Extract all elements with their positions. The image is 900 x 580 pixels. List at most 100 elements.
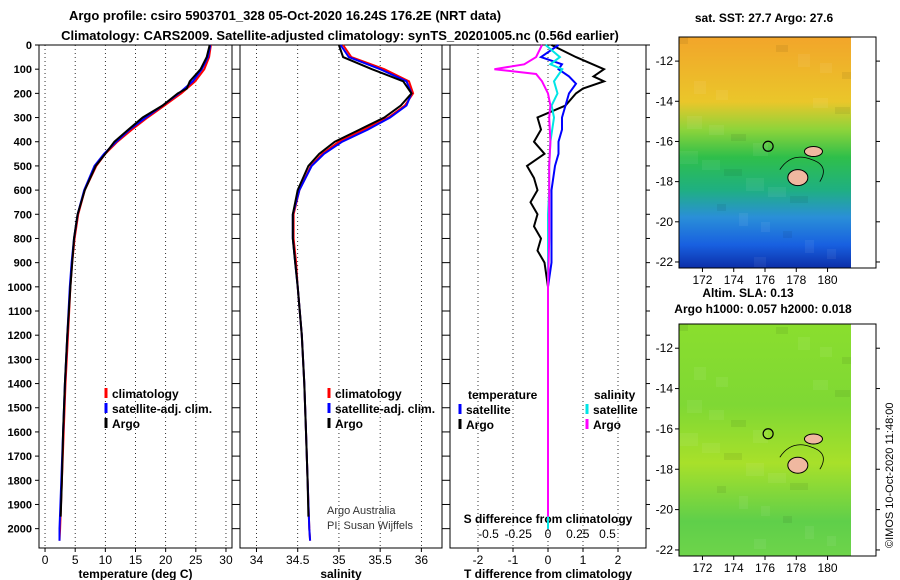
map-texture	[768, 187, 786, 197]
map-x-tick-label: 172	[692, 273, 712, 287]
map-texture	[835, 107, 850, 114]
map-frame-sla	[678, 323, 877, 557]
map-texture	[739, 213, 748, 226]
legend-label-sal-2: Argo	[335, 417, 363, 431]
map-sla-title: Altim. SLA: 0.13	[702, 286, 794, 300]
map-y-tick-label: -22	[656, 543, 674, 557]
legend-label-sal-0: climatology	[335, 387, 402, 401]
map-texture	[790, 483, 808, 490]
y-tick-label: 2000	[8, 524, 32, 536]
map-texture	[776, 327, 788, 334]
map-texture	[813, 380, 828, 390]
map-texture	[753, 143, 768, 156]
map-texture	[687, 116, 702, 129]
map-texture	[746, 463, 764, 476]
legend-title-salinity: salinity	[594, 388, 636, 402]
map-texture	[724, 453, 742, 460]
y-tick-label: 1500	[8, 403, 32, 415]
x-tick-label: 0	[42, 553, 49, 567]
map-y-tick-label: -14	[656, 94, 674, 108]
map-texture	[783, 516, 792, 523]
y-tick-label: 100	[14, 64, 32, 76]
map-texture	[679, 37, 688, 44]
y-tick-label: 200	[14, 88, 32, 100]
map-y-tick-label: -18	[656, 462, 674, 476]
x-tick-label: -2	[473, 553, 484, 567]
map-y-tick-label: -16	[656, 134, 674, 148]
temp-argo-line	[59, 44, 211, 517]
map-x-tick-label: 180	[818, 561, 838, 575]
map-texture	[790, 196, 808, 203]
plot-frame-sal	[239, 44, 443, 549]
x-tick-label: 2	[615, 553, 622, 567]
map-texture	[827, 249, 836, 259]
map-texture	[783, 231, 792, 238]
map-blank-strip	[851, 324, 876, 556]
y-tick-label: 300	[14, 113, 32, 125]
legend-label-sdiff-0: satellite	[593, 403, 638, 417]
map-texture	[680, 433, 698, 446]
y-tick-label: 900	[14, 258, 32, 270]
map-y-tick-label: -12	[656, 54, 674, 68]
map-y-tick-label: -14	[656, 382, 674, 396]
plot-frame-temp	[38, 44, 233, 549]
map-texture	[805, 240, 814, 253]
x2-tick-label: 0	[545, 527, 552, 541]
y-tick-label: 700	[14, 209, 32, 221]
map-texture	[717, 486, 726, 493]
map-x-tick-label: 174	[724, 561, 744, 575]
map-texture	[798, 337, 810, 350]
x-tick-label: 0	[545, 553, 552, 567]
y-tick-label: 1700	[8, 451, 32, 463]
x2-tick-label: 0.25	[566, 527, 590, 541]
map-texture	[702, 160, 720, 170]
legend-label-sal-1: satellite-adj. clim.	[335, 402, 435, 416]
reef-contour	[779, 444, 824, 470]
x-axis-label: salinity	[320, 567, 362, 580]
y-tick-label: 500	[14, 161, 32, 173]
x2-tick-label: 0.5	[599, 527, 616, 541]
map-sst-title: sat. SST: 27.7 Argo: 27.6	[695, 11, 834, 25]
y-tick-label: 800	[14, 233, 32, 245]
x2-tick-label: -0.5	[478, 527, 499, 541]
map-texture	[820, 347, 832, 357]
map-texture	[702, 443, 720, 453]
map-texture	[709, 125, 724, 135]
map-texture	[776, 45, 788, 52]
map-texture	[761, 506, 770, 516]
legend-label-temp-0: climatology	[112, 387, 179, 401]
y-tick-label: 1100	[8, 306, 32, 318]
x-axis-label: temperature (deg C)	[78, 567, 192, 580]
map-y-tick-label: -16	[656, 422, 674, 436]
map-texture	[687, 400, 702, 413]
sdiff-argo-line	[494, 44, 552, 517]
map-texture	[716, 377, 728, 387]
map-texture	[731, 134, 746, 141]
reef-contour	[779, 156, 824, 182]
map-texture	[835, 390, 850, 397]
map-texture	[680, 151, 698, 164]
x-tick-label: 34.5	[286, 553, 310, 567]
sal-argo-line	[291, 44, 413, 517]
map-texture	[753, 430, 768, 443]
x-tick-label: 25	[189, 553, 203, 567]
map-x-tick-label: 178	[786, 561, 806, 575]
map-texture	[842, 72, 854, 79]
map-texture	[724, 169, 742, 176]
map-texture	[709, 410, 724, 420]
map-y-tick-label: -20	[656, 503, 674, 517]
map-texture	[694, 81, 706, 94]
header-line-2: Climatology: CARS2009. Satellite-adjuste…	[61, 28, 619, 43]
island-viti-levu	[787, 169, 809, 187]
map-frame-sst	[678, 36, 877, 269]
y-tick-label: 1400	[8, 379, 32, 391]
map-texture	[717, 204, 726, 211]
map-x-tick-label: 172	[692, 561, 712, 575]
x-tick-label: 35.5	[368, 553, 392, 567]
legend-label-tdiff-1: Argo	[466, 418, 494, 432]
map-texture	[842, 357, 854, 364]
y-tick-label: 0	[26, 40, 32, 52]
copyright-label: ©IMOS 10-Oct-2020 11:48:00	[884, 403, 896, 548]
header-line-1: Argo profile: csiro 5903701_328 05-Oct-2…	[69, 8, 501, 23]
map-texture	[820, 63, 832, 73]
